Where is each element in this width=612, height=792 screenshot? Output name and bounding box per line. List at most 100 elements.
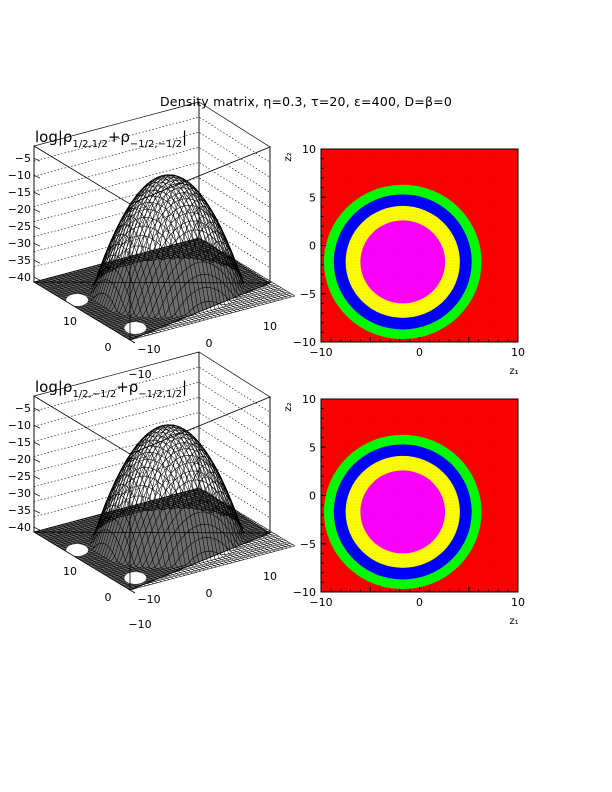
surface-mesh-line-v	[190, 489, 288, 549]
x-tick-label: 10	[263, 570, 277, 583]
z-tick-label: −5	[15, 402, 31, 415]
z-tick	[33, 407, 41, 412]
surface-mesh-line-v	[151, 193, 249, 309]
z-gridline	[33, 427, 271, 473]
z-gridline	[33, 381, 271, 428]
z-tick-label: −30	[8, 487, 31, 500]
heatmap-pixel-grid	[321, 399, 518, 592]
z-tick	[33, 259, 41, 264]
y-tick-label: 0	[105, 341, 112, 354]
surface-mesh-line-v	[187, 490, 284, 550]
figure-title: Density matrix, η=0.3, τ=20, ε=400, D=β=…	[159, 94, 452, 109]
surface-floor-gap	[124, 572, 147, 584]
surface-mesh-line-v	[147, 188, 245, 310]
surface-mesh-line-v	[171, 231, 268, 304]
z-tick	[33, 242, 41, 247]
surface-mesh-line-v	[198, 487, 296, 547]
surface-mesh-line-v	[198, 237, 296, 297]
y-tick-label: 10	[302, 393, 316, 406]
z-tick-label: −5	[15, 152, 31, 165]
x-tick-label: 0	[416, 596, 423, 609]
surface-mesh-line-v	[179, 492, 276, 552]
surface-mesh-line-v	[155, 199, 252, 308]
surface-title: log|ρ1/2,1/2+ρ−1/2,−1/2|	[35, 128, 187, 150]
surface-mesh-line-v	[108, 181, 205, 321]
surface-mesh-line-v	[116, 176, 213, 319]
surface-mesh-line-v	[139, 430, 237, 562]
z-tick-label: −40	[8, 521, 31, 534]
surface-mesh-line-v	[187, 240, 284, 300]
y-tick-label: −5	[300, 538, 316, 551]
z-tick	[33, 174, 41, 179]
x-tick-label: −10	[137, 343, 160, 356]
z-tick	[33, 208, 41, 213]
x-tick-label: −10	[309, 596, 332, 609]
title-part: log|ρ	[35, 378, 72, 396]
z-tick	[33, 191, 41, 196]
z-tick	[33, 157, 41, 162]
z-gridline	[33, 397, 271, 443]
z-tick-label: −25	[8, 470, 31, 483]
y-tick-label: −10	[293, 336, 316, 349]
z-tick	[33, 458, 41, 463]
y-tick-label: −10	[293, 586, 316, 599]
surface-mesh-line-v	[132, 175, 229, 315]
y-axis-label: z₂	[283, 402, 294, 411]
surface-mesh-line-v	[183, 241, 280, 301]
title-part: +ρ	[116, 378, 138, 396]
z-tick	[33, 424, 41, 429]
y-tick-label: 0	[309, 240, 316, 253]
surface-mesh-line-v	[100, 439, 197, 573]
title-part: +ρ	[108, 128, 130, 146]
y-tick-label: 0	[105, 591, 112, 604]
surface-mesh-line-v	[37, 530, 135, 590]
z-tick-label: −15	[8, 436, 31, 449]
x-tick-label: −10	[137, 593, 160, 606]
surface-mesh-line-v	[80, 474, 178, 578]
title-subscript: −1/2,1/2	[138, 389, 182, 400]
surface-mesh-line-v	[159, 456, 256, 557]
title-subscript: 1/2,1/2	[72, 139, 107, 150]
x-tick-label: 10	[263, 320, 277, 333]
z-gridline	[33, 207, 271, 254]
surface-mesh-line-v	[96, 194, 194, 324]
z-gridline	[33, 192, 271, 238]
z-tick	[33, 509, 41, 514]
y-axis-label: z₂	[283, 152, 294, 161]
x-axis-label: z₁	[509, 366, 518, 377]
y-tick-label: 0	[309, 490, 316, 503]
z-gridline	[33, 177, 271, 223]
title-part: |	[182, 128, 187, 146]
surface-mesh-line-v	[179, 242, 276, 302]
surface-mesh-line-v	[175, 491, 272, 553]
surface-mesh-line-v	[84, 215, 182, 327]
surface-mesh-line-v	[84, 465, 182, 577]
surface-mesh-line-v	[41, 279, 139, 339]
z-tick-label: −10	[8, 419, 31, 432]
surface-mesh-line-v	[175, 241, 272, 303]
y-tick-label: 5	[309, 191, 316, 204]
heatmap-body	[321, 399, 518, 592]
surface-mesh-line-v	[139, 180, 237, 312]
surface-mesh-line-v	[159, 206, 256, 307]
z-tick-label: −20	[8, 453, 31, 466]
z-gridline	[33, 412, 271, 458]
surface-mesh-line-v	[108, 431, 205, 571]
z-gridline	[33, 442, 271, 488]
surface-mesh-line-v	[143, 183, 241, 311]
surface-mesh-line-v	[190, 239, 288, 299]
heatmap-top-right: −10 0 10 10 5 0 −5 −10 z₁ z₂	[283, 143, 525, 377]
surface-mesh-line-v	[143, 433, 241, 561]
z-tick	[33, 225, 41, 230]
surface-mesh-line-v	[147, 438, 245, 560]
y-tick-label: 10	[63, 315, 77, 328]
x-tick-label: 0	[206, 337, 213, 350]
front-base-edges	[32, 281, 271, 341]
z-gridline	[33, 162, 271, 208]
z-tick	[33, 441, 41, 446]
surface-mesh-line-v	[171, 481, 268, 554]
title-subscript: −1/2,−1/2	[130, 139, 182, 150]
y-tick-label: −10	[128, 618, 151, 631]
surface-mesh-line-v	[73, 244, 170, 330]
